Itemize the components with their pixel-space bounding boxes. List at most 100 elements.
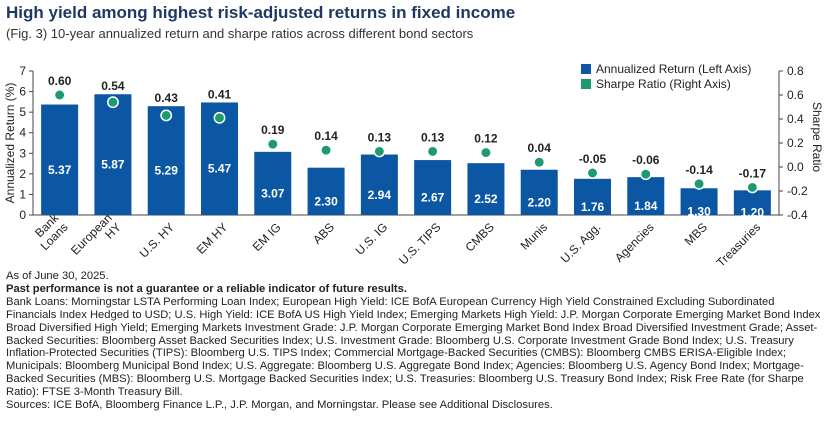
index-definitions: Bank Loans: Morningstar LSTA Performing … xyxy=(6,295,821,399)
category-label-line: CMBS xyxy=(462,220,496,254)
sharpe-label: -0.17 xyxy=(739,166,767,180)
right-axis-tick-label: 0.4 xyxy=(787,112,804,126)
return-bar xyxy=(414,160,452,215)
category-label-line: MBS xyxy=(682,220,710,248)
sharpe-dot xyxy=(373,145,386,158)
performance-disclaimer: Past performance is not a guarantee or a… xyxy=(6,282,407,295)
category-label-line: Agencies xyxy=(612,220,657,265)
category-label-line: EM IG xyxy=(250,220,284,254)
category-label-line: EM HY xyxy=(194,220,231,257)
sharpe-dot xyxy=(213,111,226,124)
sources: Sources: ICE BofA, Bloomberg Finance L.P… xyxy=(6,399,553,412)
return-bar-label: 5.29 xyxy=(155,164,179,178)
legend-label-return: Annualized Return (Left Axis) xyxy=(596,62,751,76)
right-axis-tick-label: 0.0 xyxy=(787,160,804,174)
return-bar-label: 5.47 xyxy=(208,162,232,176)
sharpe-label: 0.14 xyxy=(314,129,338,143)
sharpe-label: 0.54 xyxy=(101,79,125,93)
legend-label-sharpe: Sharpe Ratio (Right Axis) xyxy=(596,77,731,91)
sharpe-dot xyxy=(586,167,599,179)
category-label-line: U.S. IG xyxy=(353,220,391,258)
sharpe-label: -0.06 xyxy=(632,153,660,167)
return-bar xyxy=(94,94,132,215)
category-label: Treasuries xyxy=(714,220,764,270)
left-axis-tick-label: 3 xyxy=(19,146,26,160)
category-label: U.S. IG xyxy=(353,220,391,258)
return-bar-label: 3.07 xyxy=(261,186,285,200)
return-bar xyxy=(733,190,771,215)
sharpe-label: -0.05 xyxy=(579,152,607,166)
sharpe-label: -0.14 xyxy=(685,163,713,177)
return-bar-label: 2.67 xyxy=(421,191,445,205)
left-axis-tick-label: 6 xyxy=(19,85,26,99)
as-of-date: As of June 30, 2025. xyxy=(6,270,109,282)
chart-title: High yield among highest risk-adjusted r… xyxy=(6,3,516,22)
right-axis-tick-label: 0.6 xyxy=(787,88,804,102)
return-bar-label: 2.30 xyxy=(314,194,338,208)
category-label: U.S. Agg. xyxy=(558,220,604,266)
category-label: MBS xyxy=(682,220,710,248)
category-label: U.S. HY xyxy=(137,220,178,261)
return-bar xyxy=(680,188,718,215)
left-axis-tick-label: 7 xyxy=(19,64,26,78)
return-bar xyxy=(520,169,558,215)
sharpe-label: 0.13 xyxy=(368,130,392,144)
footnotes: As of June 30, 2025. Past performance is… xyxy=(6,270,824,412)
sharpe-label: 0.04 xyxy=(528,141,552,155)
return-bar-label: 2.94 xyxy=(368,188,392,202)
return-bar xyxy=(627,177,665,215)
sharpe-dot xyxy=(106,96,119,109)
sharpe-label: 0.12 xyxy=(474,132,498,146)
return-bar xyxy=(254,151,292,215)
category-label: U.S. TIPS xyxy=(396,220,443,267)
return-bar-label: 2.52 xyxy=(474,192,498,206)
category-label-line: Munis xyxy=(518,220,551,253)
return-bar-label: 2.20 xyxy=(528,195,552,209)
return-bar xyxy=(467,163,505,215)
category-label-line: ABS xyxy=(310,220,337,247)
category-label: EM HY xyxy=(194,220,231,257)
sharpe-label: 0.41 xyxy=(208,87,232,101)
return-bar-label: 1.76 xyxy=(581,200,605,214)
sharpe-dot xyxy=(693,177,706,190)
legend-swatch-return xyxy=(581,64,591,74)
sharpe-dot xyxy=(160,109,173,122)
right-axis-title: Sharpe Ratio xyxy=(810,102,824,172)
chart-subtitle: (Fig. 3) 10-year annualized return and s… xyxy=(6,26,474,41)
right-axis-tick-label: 0.8 xyxy=(787,64,804,78)
category-label: Agencies xyxy=(612,220,657,265)
right-axis-tick-label: 0.2 xyxy=(787,136,804,150)
legend-swatch-sharpe xyxy=(581,79,591,89)
sharpe-dot xyxy=(320,144,333,157)
left-axis-tick-label: 2 xyxy=(19,167,26,181)
sharpe-label: 0.19 xyxy=(261,123,285,137)
category-label-line: Treasuries xyxy=(714,220,764,270)
sharpe-dot xyxy=(746,181,759,194)
sharpe-dot xyxy=(639,168,652,181)
sharpe-dot xyxy=(266,138,279,151)
category-label-line: U.S. HY xyxy=(137,220,178,261)
return-bar-label: 1.30 xyxy=(687,205,711,219)
return-bar-label: 1.20 xyxy=(741,206,765,220)
left-axis-title: Annualized Return (%) xyxy=(3,83,17,204)
sharpe-label: 0.13 xyxy=(421,130,445,144)
left-axis-tick-label: 0 xyxy=(19,208,26,222)
left-axis-tick-label: 5 xyxy=(19,105,26,119)
combo-chart: 0 1 2 3 4 5 6 7 0.8 0.6 0.4 0.2 0.0 -0.2 -0.4 Annualize… xyxy=(3,62,824,270)
sharpe-dot xyxy=(53,89,66,101)
category-label: Munis xyxy=(518,220,551,253)
sharpe-label: 0.60 xyxy=(48,74,72,88)
return-bar xyxy=(360,154,398,215)
return-bar-label: 5.37 xyxy=(48,163,72,177)
sharpe-dot xyxy=(533,156,546,169)
category-label-line: U.S. Agg. xyxy=(558,220,604,266)
return-bar xyxy=(307,167,345,215)
category-label-line: U.S. TIPS xyxy=(396,220,443,267)
category-label: ABS xyxy=(310,220,337,247)
return-bar xyxy=(41,104,79,215)
right-axis-tick-label: -0.4 xyxy=(787,208,808,222)
category-label: CMBS xyxy=(462,220,496,254)
return-bar xyxy=(574,178,611,215)
sharpe-dot xyxy=(479,146,492,159)
category-label: BankLoans xyxy=(28,210,71,253)
